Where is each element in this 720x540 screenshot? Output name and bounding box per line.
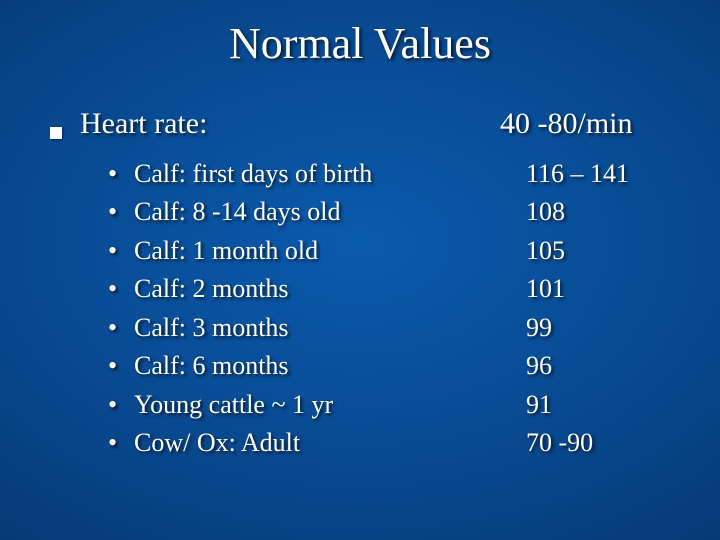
item-label: Calf: first days of birth xyxy=(134,155,526,193)
bullet-dot-icon: • xyxy=(108,386,134,424)
item-value: 116 – 141 xyxy=(526,155,670,193)
list-item: • Calf: 2 months 101 xyxy=(108,270,670,308)
sub-list: • Calf: first days of birth 116 – 141 • … xyxy=(108,155,670,463)
item-label: Calf: 8 -14 days old xyxy=(134,193,526,231)
main-label: Heart rate: xyxy=(80,107,500,141)
item-label: Cow/ Ox: Adult xyxy=(134,424,526,462)
bullet-dot-icon: • xyxy=(108,155,134,193)
list-item: • Calf: first days of birth 116 – 141 xyxy=(108,155,670,193)
item-label: Calf: 3 months xyxy=(134,309,526,347)
item-value: 108 xyxy=(526,193,670,231)
bullet-dot-icon: • xyxy=(108,193,134,231)
bullet-dot-icon: • xyxy=(108,232,134,270)
list-item: • Calf: 8 -14 days old 108 xyxy=(108,193,670,231)
item-label: Calf: 6 months xyxy=(134,347,526,385)
main-row: Heart rate: 40 -80/min xyxy=(50,107,670,141)
item-value: 99 xyxy=(526,309,670,347)
list-item: • Cow/ Ox: Adult 70 -90 xyxy=(108,424,670,462)
list-item: • Calf: 1 month old 105 xyxy=(108,232,670,270)
list-item: • Young cattle ~ 1 yr 91 xyxy=(108,386,670,424)
slide: Normal Values Heart rate: 40 -80/min • C… xyxy=(0,0,720,540)
item-value: 91 xyxy=(526,386,670,424)
slide-title: Normal Values xyxy=(50,18,670,69)
item-label: Young cattle ~ 1 yr xyxy=(134,386,526,424)
square-bullet-icon xyxy=(50,127,62,139)
bullet-dot-icon: • xyxy=(108,309,134,347)
item-value: 96 xyxy=(526,347,670,385)
list-item: • Calf: 3 months 99 xyxy=(108,309,670,347)
item-value: 101 xyxy=(526,270,670,308)
item-label: Calf: 1 month old xyxy=(134,232,526,270)
bullet-dot-icon: • xyxy=(108,424,134,462)
main-value: 40 -80/min xyxy=(500,107,670,141)
item-value: 105 xyxy=(526,232,670,270)
list-item: • Calf: 6 months 96 xyxy=(108,347,670,385)
item-label: Calf: 2 months xyxy=(134,270,526,308)
bullet-dot-icon: • xyxy=(108,270,134,308)
bullet-dot-icon: • xyxy=(108,347,134,385)
item-value: 70 -90 xyxy=(526,424,670,462)
